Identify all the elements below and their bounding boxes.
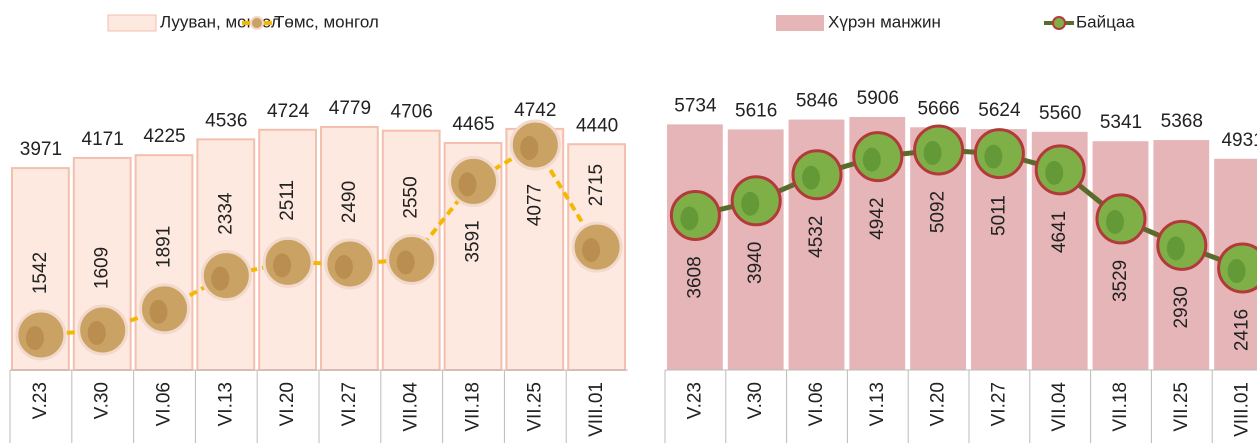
bar-value-label: 5616 — [735, 100, 777, 121]
line-value-label: 3940 — [745, 242, 766, 284]
marker-detail — [680, 206, 698, 230]
bar-value-label: 4440 — [576, 115, 618, 136]
bar-value-label: 5734 — [674, 95, 717, 116]
x-tick-label: VII.04 — [1049, 382, 1070, 432]
x-tick-label: VI.27 — [988, 382, 1009, 426]
line-value-label: 4641 — [1049, 211, 1070, 253]
bar-value-label: 5341 — [1100, 112, 1142, 133]
chart: Лууван, монголТөмс, монгол3971V.234171V.… — [0, 0, 1257, 443]
marker-detail — [1045, 161, 1063, 185]
x-tick-label: VI.27 — [339, 382, 360, 426]
marker-detail — [863, 148, 881, 172]
marker-detail — [520, 136, 538, 160]
x-tick-label: VII.04 — [401, 382, 422, 432]
marker-detail — [924, 141, 942, 165]
bar-value-label: 4742 — [514, 100, 556, 121]
bar-value-label: 5666 — [917, 98, 959, 119]
line-value-label: 2930 — [1171, 286, 1192, 328]
bar-value-label: 4465 — [452, 114, 494, 135]
x-tick-label: VIII.01 — [586, 382, 607, 437]
x-tick-label: VI.06 — [154, 382, 175, 426]
bar-value-label: 5368 — [1161, 111, 1203, 132]
x-tick-label: V.30 — [92, 382, 113, 419]
x-tick-label: VI.13 — [867, 382, 888, 426]
line-value-label: 5011 — [988, 195, 1009, 236]
line-value-label: 2715 — [586, 164, 607, 206]
line-value-label: 2416 — [1232, 309, 1253, 351]
marker-detail — [88, 321, 106, 345]
marker-detail — [984, 145, 1002, 169]
bar-value-label: 4779 — [329, 98, 371, 119]
line-value-label: 5092 — [928, 191, 949, 233]
legend-label: Төмс, монгол — [274, 12, 379, 31]
legend-label: Хүрэн манжин — [828, 12, 941, 31]
line-value-label: 3608 — [684, 256, 705, 298]
legend-label: Байцаа — [1076, 12, 1135, 31]
line-value-label: 4942 — [867, 197, 888, 239]
legend-swatch — [776, 15, 824, 31]
marker-detail — [335, 255, 353, 279]
line-value-label: 3529 — [1110, 260, 1131, 302]
marker-detail — [150, 300, 168, 324]
x-tick-label: V.23 — [30, 382, 51, 419]
line-value-label: 1542 — [30, 252, 51, 294]
marker-detail — [273, 253, 291, 277]
marker-detail — [802, 166, 820, 190]
bar-value-label: 4724 — [267, 101, 310, 122]
line-value-label: 2550 — [401, 176, 422, 218]
x-tick-label: VI.13 — [215, 382, 236, 426]
marker-detail — [26, 326, 44, 350]
line-value-label: 2334 — [215, 192, 236, 235]
bar-value-label: 4171 — [82, 129, 124, 150]
legend-swatch — [108, 15, 156, 31]
bar — [1093, 141, 1149, 370]
bar-value-label: 5906 — [857, 88, 899, 109]
legend-marker — [251, 17, 263, 29]
x-tick-label: VI.20 — [277, 382, 298, 426]
marker-detail — [211, 267, 229, 291]
line-value-label: 2511 — [277, 180, 298, 221]
bar-value-label: 4536 — [205, 110, 247, 131]
x-tick-label: V.30 — [745, 382, 766, 419]
bar-value-label: 5560 — [1039, 103, 1081, 124]
line-value-label: 2490 — [339, 181, 360, 223]
x-tick-label: VII.25 — [524, 382, 545, 432]
marker-detail — [1167, 236, 1185, 260]
x-tick-label: VI.06 — [806, 382, 827, 426]
x-tick-label: VII.18 — [1110, 382, 1131, 432]
bar-value-label: 3971 — [20, 139, 62, 160]
bar-value-label: 4706 — [391, 102, 433, 123]
x-tick-label: V.23 — [684, 382, 705, 419]
line-value-label: 4077 — [524, 184, 545, 226]
marker-detail — [1106, 210, 1124, 234]
line-value-label: 1609 — [92, 247, 113, 289]
x-tick-label: VII.18 — [463, 382, 484, 432]
x-tick-label: VII.25 — [1171, 382, 1192, 432]
bar — [667, 124, 723, 370]
marker-detail — [741, 192, 759, 216]
line-value-label: 1891 — [154, 226, 175, 268]
marker-detail — [1228, 259, 1246, 283]
bar-value-label: 4225 — [143, 126, 185, 147]
line-value-label: 3591 — [463, 220, 484, 262]
bar-value-label: 5624 — [978, 100, 1021, 121]
marker-detail — [582, 238, 600, 262]
marker-detail — [459, 172, 477, 196]
legend-marker — [1053, 17, 1065, 29]
marker-detail — [397, 250, 415, 274]
x-tick-label: VIII.01 — [1232, 382, 1253, 437]
line-value-label: 4532 — [806, 216, 827, 258]
x-tick-label: VI.20 — [928, 382, 949, 426]
bar-value-label: 5846 — [796, 91, 838, 112]
bar-value-label: 4931 — [1221, 130, 1257, 151]
